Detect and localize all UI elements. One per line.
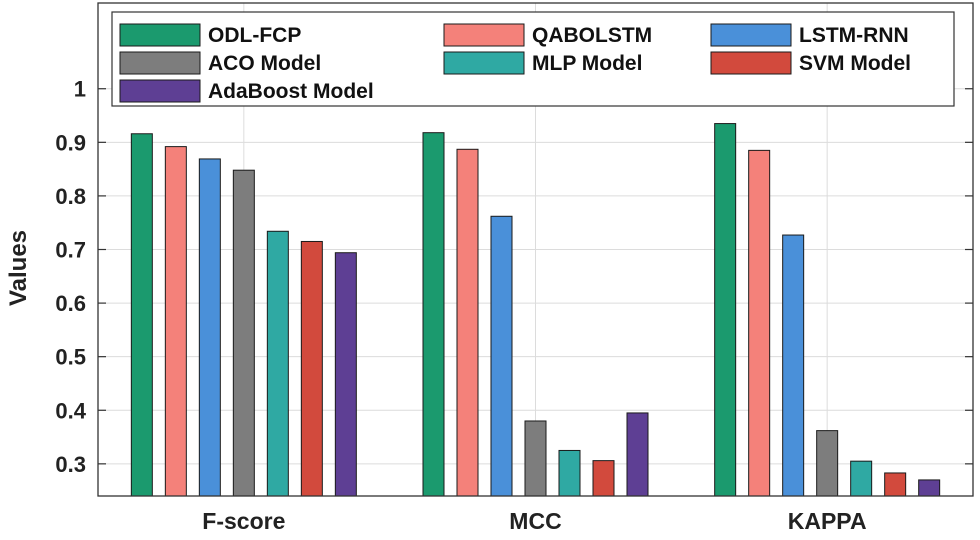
bar-odl-fcp-f-score <box>130 133 153 497</box>
legend-item: SVM Model <box>710 51 911 75</box>
x-category-label: MCC <box>509 508 561 534</box>
y-axis-label: Values <box>5 230 32 306</box>
bar-adaboost-model-f-score <box>334 252 357 497</box>
category-labels: F-score MCC KAPPA <box>202 508 866 534</box>
legend-label: SVM Model <box>799 52 911 75</box>
y-tick-label: 0.8 <box>55 184 86 209</box>
bar-qabolstm-kappa <box>748 149 771 497</box>
legend-label: AdaBoost Model <box>208 80 374 103</box>
y-tick-labels: 0.3 0.4 0.5 0.6 0.7 0.8 0.9 1 <box>55 77 86 477</box>
bar-adaboost-model-kappa <box>918 479 941 497</box>
bar-odl-fcp-kappa <box>714 123 737 497</box>
bar-qabolstm-mcc <box>456 148 479 497</box>
bar-lstm-rnn-f-score <box>198 158 221 497</box>
bar-aco-model-f-score <box>232 169 255 497</box>
y-tick-label: 0.4 <box>55 398 86 423</box>
legend-swatch <box>710 23 792 47</box>
legend-label: QABOLSTM <box>532 24 652 47</box>
bar-odl-fcp-mcc <box>422 132 445 497</box>
bar-svm-model-mcc <box>592 460 615 497</box>
bar-adaboost-model-mcc <box>626 412 649 497</box>
bar-mlp-model-f-score <box>266 230 289 497</box>
legend-item: QABOLSTM <box>443 23 652 47</box>
y-tick-label: 0.6 <box>55 291 86 316</box>
legend-swatch <box>710 51 792 75</box>
legend-swatch <box>119 51 201 75</box>
bar-mlp-model-mcc <box>558 449 581 497</box>
bar-aco-model-mcc <box>524 420 547 497</box>
legend-item: ODL-FCP <box>119 23 301 47</box>
legend-item: LSTM-RNN <box>710 23 909 47</box>
x-category-label: F-score <box>202 508 285 534</box>
legend-item: AdaBoost Model <box>119 79 374 103</box>
legend-item: MLP Model <box>443 51 642 75</box>
y-tick-label: 0.3 <box>55 452 86 477</box>
axes <box>97 2 974 497</box>
legend-item: ACO Model <box>119 51 321 75</box>
bar-mlp-model-kappa <box>850 460 873 497</box>
bar-svm-model-kappa <box>884 472 907 497</box>
y-tick-label: 1 <box>74 77 86 102</box>
legend-box <box>111 11 955 107</box>
bar-svm-model-f-score <box>300 240 323 497</box>
legend-swatch <box>119 23 201 47</box>
y-tick-label: 0.9 <box>55 130 86 155</box>
legend-label: LSTM-RNN <box>799 24 909 47</box>
legend-swatch <box>443 23 525 47</box>
bar-lstm-rnn-mcc <box>490 215 513 497</box>
y-tick-label: 0.7 <box>55 238 86 263</box>
plot-frame <box>97 2 974 497</box>
legend: ODL-FCP QABOLSTM LSTM-RNN ACO Model MLP Mode… <box>111 11 955 107</box>
x-category-label: KAPPA <box>788 508 867 534</box>
bar-aco-model-kappa <box>816 430 839 497</box>
legend-swatch <box>119 79 201 103</box>
legend-label: MLP Model <box>532 52 642 75</box>
legend-label: ODL-FCP <box>208 24 301 47</box>
legend-label: ACO Model <box>208 52 321 75</box>
bar-qabolstm-f-score <box>164 146 187 497</box>
legend-swatch <box>443 51 525 75</box>
y-tick-label: 0.5 <box>55 345 86 370</box>
bar-lstm-rnn-kappa <box>782 234 805 497</box>
